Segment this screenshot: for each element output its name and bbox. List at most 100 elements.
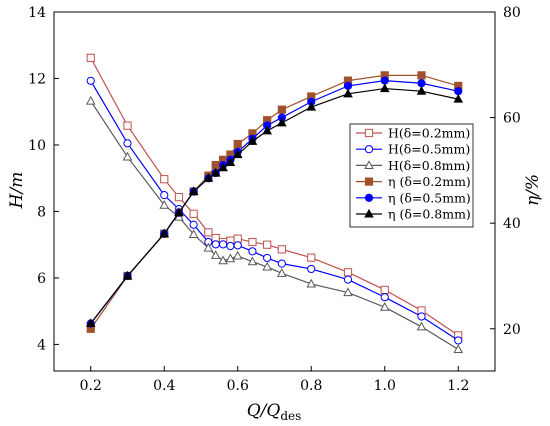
x-tick-label: 0.2 [80, 378, 102, 394]
right-tick-label: 60 [503, 111, 521, 127]
data-point [85, 318, 96, 328]
legend-swatch-marker [364, 208, 374, 218]
data-point [454, 87, 463, 96]
right-axis-label: η/% [523, 174, 543, 206]
legend-label: η (δ=0.5mm) [388, 190, 471, 205]
x-axis-label-main: Q/Q [247, 401, 281, 421]
x-axis-label: Q/Qdes [247, 401, 302, 423]
data-point [174, 193, 184, 202]
legend-label: η (δ=0.8mm) [388, 207, 471, 222]
data-point [380, 293, 389, 302]
x-tick-label: 1.0 [374, 378, 396, 394]
data-point [233, 139, 242, 149]
data-point [226, 241, 235, 251]
data-point [85, 95, 96, 105]
data-point [174, 207, 184, 217]
left-tick-label: 12 [28, 71, 46, 87]
series-layer [85, 53, 464, 353]
data-point [379, 83, 390, 93]
data-point [233, 241, 242, 250]
data-point [211, 240, 220, 249]
data-point [232, 250, 243, 260]
data-point [343, 88, 353, 98]
data-point [122, 270, 133, 280]
data-point [204, 228, 213, 237]
data-point [86, 53, 95, 62]
data-point [188, 229, 199, 238]
data-point [189, 209, 198, 218]
data-point [262, 261, 272, 271]
data-point [277, 117, 287, 127]
legend-label: H(δ=0.2mm) [388, 126, 470, 141]
data-point [277, 105, 286, 114]
x-axis-label-sub: des [280, 409, 301, 423]
x-tick-label: 0.6 [227, 378, 249, 394]
data-point [122, 151, 133, 161]
data-point [306, 278, 317, 288]
legend-item: η (δ=0.8mm) [356, 207, 471, 222]
data-point [225, 157, 236, 167]
data-point [379, 302, 390, 311]
legend-swatch-marker [364, 145, 374, 154]
data-point [343, 81, 353, 91]
x-tick-label: 0.8 [300, 378, 322, 394]
data-point [189, 220, 198, 229]
legend-item: η (δ=0.5mm) [356, 190, 471, 205]
legend-box [349, 123, 474, 228]
data-point [380, 76, 389, 85]
legend-swatch-marker [364, 160, 374, 169]
data-point [247, 136, 258, 145]
data-point [277, 268, 287, 277]
data-point [188, 186, 199, 196]
data-point [306, 101, 317, 111]
legend-item: H(δ=0.5mm) [356, 142, 470, 157]
right-tick-label: 20 [503, 322, 521, 338]
left-tick-label: 14 [28, 5, 46, 21]
legend-item: η (δ=0.2mm) [356, 174, 471, 189]
legend-label: H(δ=0.5mm) [388, 142, 470, 157]
data-point [248, 237, 257, 247]
data-point [416, 321, 427, 331]
data-point [453, 344, 464, 353]
legend-label: H(δ=0.8mm) [388, 158, 470, 173]
data-point [160, 175, 169, 184]
data-point [417, 79, 426, 88]
left-tick-label: 8 [37, 204, 46, 220]
data-point [203, 173, 214, 182]
data-point [343, 268, 353, 277]
legend-swatch-marker [364, 128, 374, 138]
data-point [343, 287, 353, 297]
data-point [307, 264, 316, 274]
data-point [218, 240, 228, 249]
x-tick-label: 0.4 [153, 378, 175, 394]
series-1 [86, 53, 463, 340]
data-point [263, 253, 272, 263]
data-point [211, 161, 220, 170]
data-point [343, 275, 353, 284]
data-point [159, 199, 170, 209]
series-6 [85, 83, 464, 328]
x-tick-label: 1.2 [447, 378, 469, 394]
data-point [416, 86, 427, 95]
left-tick-label: 10 [28, 138, 46, 154]
legend-item: H(δ=0.8mm) [356, 158, 470, 173]
left-axis-label: H/m [7, 172, 27, 210]
right-tick-label: 80 [503, 5, 521, 21]
data-point [307, 253, 316, 262]
data-point [203, 242, 214, 252]
data-point [159, 228, 170, 238]
data-point [262, 125, 272, 135]
data-point [218, 255, 228, 265]
data-point [453, 93, 464, 103]
ticks-layer: 0.2 0.4 0.6 0.8 1.0 1.2 4 6 8 10 12 14 20 40 60 80 [28, 5, 521, 394]
data-point [417, 312, 426, 321]
data-point [218, 162, 228, 172]
data-point [123, 139, 132, 148]
data-point [417, 71, 426, 80]
series-3 [85, 95, 464, 353]
data-point [277, 259, 286, 268]
right-tick-label: 40 [503, 216, 521, 232]
left-tick-label: 4 [37, 337, 46, 353]
data-point [232, 149, 243, 159]
data-point [233, 234, 242, 243]
